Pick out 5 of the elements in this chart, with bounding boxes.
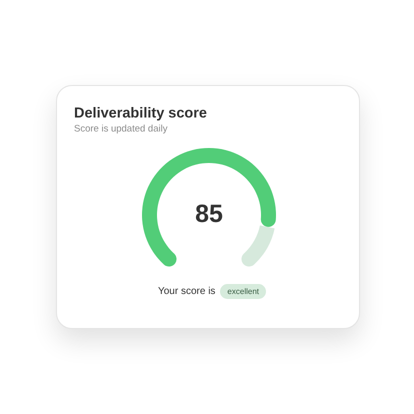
data-label: 85 xyxy=(195,200,223,228)
chart-subtitle: Score is updated daily xyxy=(74,124,168,135)
badge: excellent xyxy=(220,284,266,299)
chart-title: Deliverability score xyxy=(74,106,207,122)
text: Your score is xyxy=(158,286,216,298)
